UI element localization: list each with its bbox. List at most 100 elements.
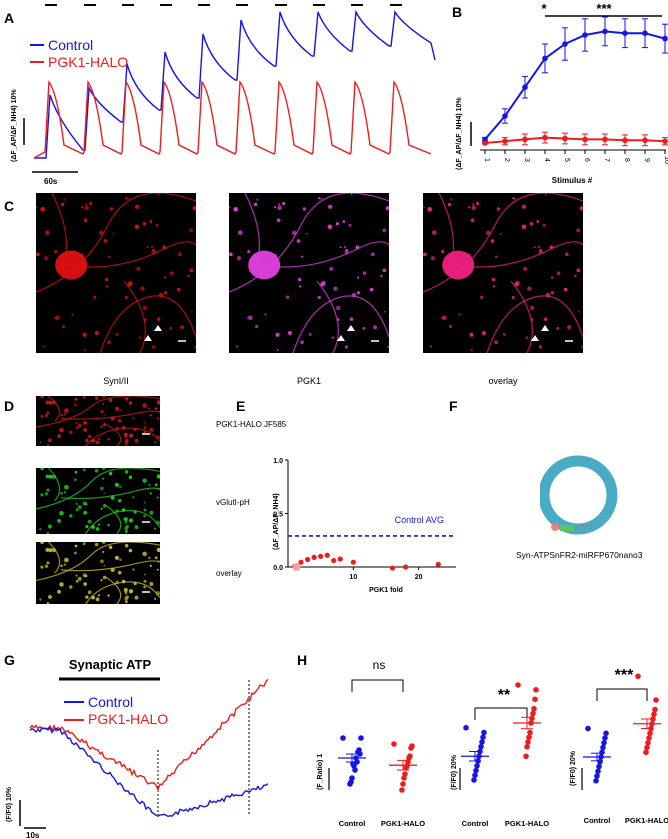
legend-control-label: Control [88,694,133,710]
x-tick-label: 7 [603,158,610,162]
data-point [318,553,324,559]
micro-pgk1-image [229,193,389,353]
data-point [481,729,487,736]
scatter-points [291,552,441,571]
data-point [522,136,528,143]
scale-y-label: (ΔF_AP/ΔF_NH4) 10% [11,89,18,162]
x-tick-label: 5 [563,158,570,162]
data-point [305,556,311,563]
data-point [391,741,397,747]
data-point [358,735,364,741]
sig-double: ** [498,687,511,704]
control-trace [29,726,269,818]
data-point [480,734,486,741]
sig-bracket [596,688,648,701]
data-point [646,735,652,741]
series-line [484,30,666,141]
data-point [502,113,508,119]
data-point [602,735,608,741]
data-point [644,744,650,751]
panel-label-d: D [4,398,15,414]
data-point [479,739,485,745]
data-point [635,673,641,680]
data-point [602,28,608,35]
panel-label-h: H [297,652,308,668]
x-tick-label: 10 [349,574,357,581]
data-point [515,682,521,688]
data-point [337,556,343,562]
x-tick-label: 3 [523,158,530,162]
data-point [595,768,601,775]
x-tick-label: 2 [503,158,510,162]
y-label: (ΔF_AP/ΔF_NH4) [273,493,280,550]
legend-control-label: Control [48,37,93,53]
x-tick-label: 1 [483,158,490,162]
data-point [401,775,407,781]
caption-syn: SynI/II [103,376,129,386]
chart-title: Synaptic ATP [69,657,152,672]
control-trace [34,9,436,159]
y-ticks: 0.0 0.5 1.0 [273,458,288,572]
data-point [562,135,568,142]
h2-group-pgk1: PGK1-HALO [505,819,549,828]
x-tick-label: 9 [643,158,650,162]
data-point [474,762,480,769]
data-point [562,41,568,47]
linker-shape [575,523,593,531]
scale-y-label: (F/F0) 10% [6,786,13,822]
data-point [435,561,441,567]
x-tick-label: 20 [415,574,423,581]
y-label-ff0-a: (F/F0) 20% [451,754,458,790]
sig-triple: *** [596,1,612,16]
h3-group-control: Control [584,816,611,825]
micro-syn-image [36,193,196,353]
data-point [647,730,653,737]
scale-x-label: 60s [44,177,58,186]
micro-vglut-image [36,468,160,534]
data-point [643,749,649,756]
h1-group-pgk1: PGK1-HALO [381,819,425,828]
sig-triple: *** [615,667,634,684]
sensor-shape [560,525,574,531]
data-point [355,749,361,755]
data-point [662,138,668,144]
data-point [340,735,346,741]
series-group [482,16,668,147]
x-ticks: 1 2 3 4 5 6 7 8 9 10 [483,150,668,164]
data-point [524,743,530,750]
h3-group-pgk1: PGK1-HALO [625,816,668,825]
data-point [651,711,657,718]
data-point [582,136,588,143]
data-point [324,552,330,558]
legend-pgk1-label: PGK1-HALO [88,711,168,727]
data-point [298,559,304,565]
subplot-ff0-a [459,682,541,790]
data-point [622,30,628,36]
data-point [331,557,337,564]
caption-sensor: Syn-ATPSnFR2-miRFP670nano3 [516,550,643,560]
data-point [652,706,658,713]
micro-d-overlay-image [36,542,160,604]
subplot-ff0-b [581,673,661,790]
panel-a-traces: Control PGK1-HALO (ΔF_AP/ΔF_NH4) 10% 60s [11,4,436,186]
label-d-overlay: overlay [216,569,242,578]
y-tick-label: 1.0 [273,458,283,465]
data-point [600,744,606,751]
data-point [533,686,539,693]
data-point [389,565,396,571]
x-ticks: 102030 [349,567,423,581]
sig-bracket [474,707,528,720]
sig-ns: ns [373,658,386,672]
data-point [478,743,484,750]
x-tick-label: 6 [583,158,590,162]
panel-e-chart: 0.00.51.0 102030 Control AVG (ΔF_AP/ΔF_N… [273,458,456,594]
x-tick-label: 8 [623,158,630,162]
data-point [525,739,531,745]
data-point [596,763,602,770]
data-point [532,696,538,703]
caption-overlay: overlay [488,376,518,386]
data-point [594,773,600,779]
y-tick-label: 0.0 [273,565,283,572]
red-tag-shape [551,523,559,531]
panel-label-c: C [4,198,15,214]
